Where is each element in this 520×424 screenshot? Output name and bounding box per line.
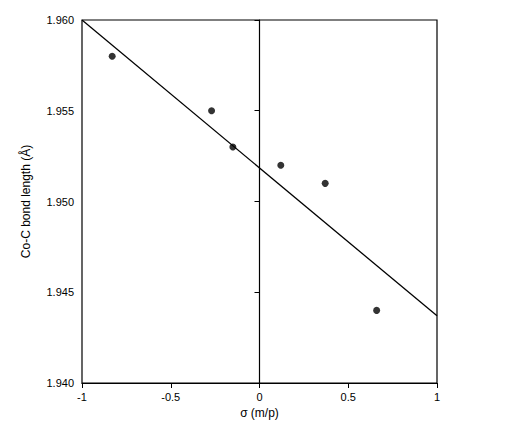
svg-text:σ (m/p): σ (m/p): [240, 406, 279, 420]
svg-text:0: 0: [256, 391, 262, 403]
svg-text:1.950: 1.950: [46, 196, 74, 208]
svg-text:1.955: 1.955: [46, 105, 74, 117]
svg-text:-0.5: -0.5: [161, 391, 180, 403]
svg-text:1.960: 1.960: [46, 14, 74, 26]
svg-text:1: 1: [434, 391, 440, 403]
svg-text:0.5: 0.5: [341, 391, 356, 403]
svg-text:1.940: 1.940: [46, 377, 74, 389]
svg-text:Co-C bond length (Å): Co-C bond length (Å): [18, 145, 33, 258]
svg-text:1.945: 1.945: [46, 286, 74, 298]
svg-text:-1: -1: [77, 391, 87, 403]
